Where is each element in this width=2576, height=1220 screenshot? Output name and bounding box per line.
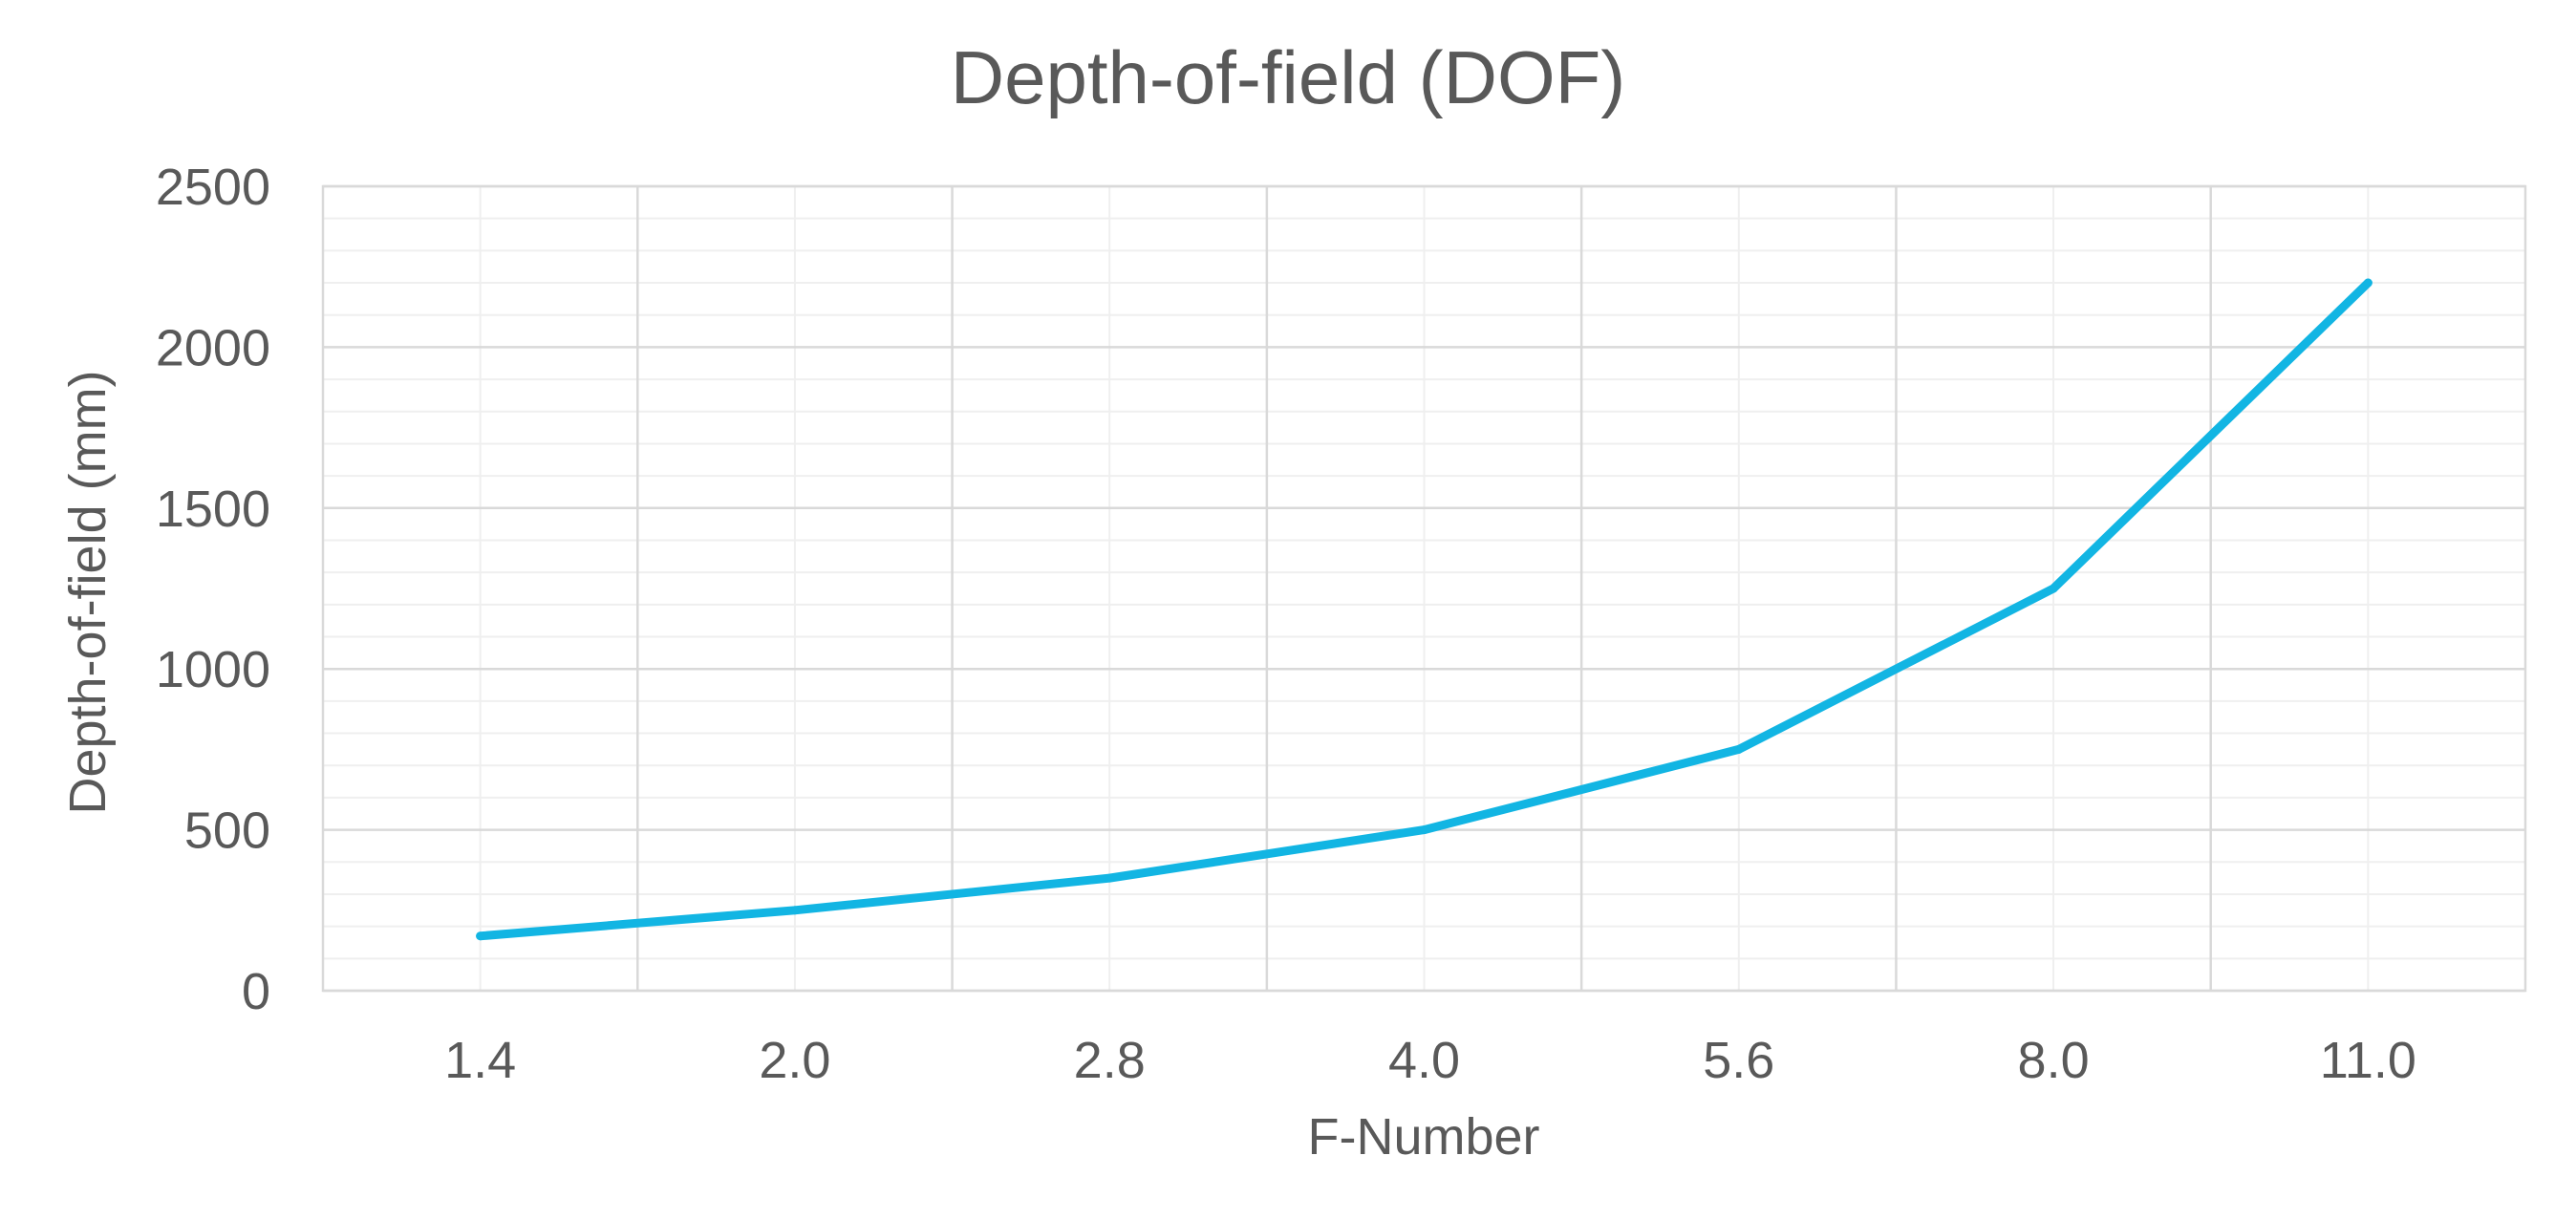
x-tick-label: 8.0 bbox=[2018, 1032, 2090, 1089]
x-tick-label: 11.0 bbox=[2320, 1032, 2416, 1089]
y-tick-label: 1500 bbox=[156, 481, 270, 538]
x-axis-label: F-Number bbox=[1307, 1108, 1539, 1166]
x-tick-label: 2.8 bbox=[1074, 1032, 1146, 1089]
x-tick-label: 4.0 bbox=[1388, 1032, 1460, 1089]
minor-gridlines bbox=[323, 186, 2525, 991]
y-tick-label: 500 bbox=[184, 803, 270, 860]
series-group bbox=[476, 278, 2372, 941]
chart-title: Depth-of-field (DOF) bbox=[951, 35, 1626, 119]
y-tick-label: 0 bbox=[242, 963, 270, 1020]
y-tick-label: 1000 bbox=[156, 641, 270, 698]
data-point bbox=[2363, 278, 2372, 288]
data-point bbox=[476, 931, 485, 941]
x-tick-label: 1.4 bbox=[444, 1032, 516, 1089]
data-point bbox=[2049, 584, 2058, 593]
y-axis-label: Depth-of-field (mm) bbox=[59, 370, 117, 814]
plot-area bbox=[321, 184, 2527, 993]
x-tick-label: 5.6 bbox=[1703, 1032, 1774, 1089]
data-point bbox=[1420, 825, 1428, 835]
y-tick-label: 2000 bbox=[156, 319, 270, 376]
data-point bbox=[790, 906, 800, 915]
x-tick-label: 2.0 bbox=[759, 1032, 830, 1089]
x-axis-ticks: 1.4 2.0 2.8 4.0 5.6 8.0 11.0 bbox=[444, 1032, 2416, 1089]
data-point bbox=[1734, 744, 1744, 754]
y-tick-label: 2500 bbox=[156, 159, 270, 216]
data-point bbox=[1105, 873, 1114, 883]
y-axis-ticks: 0 500 1000 1500 2000 2500 bbox=[156, 159, 270, 1020]
